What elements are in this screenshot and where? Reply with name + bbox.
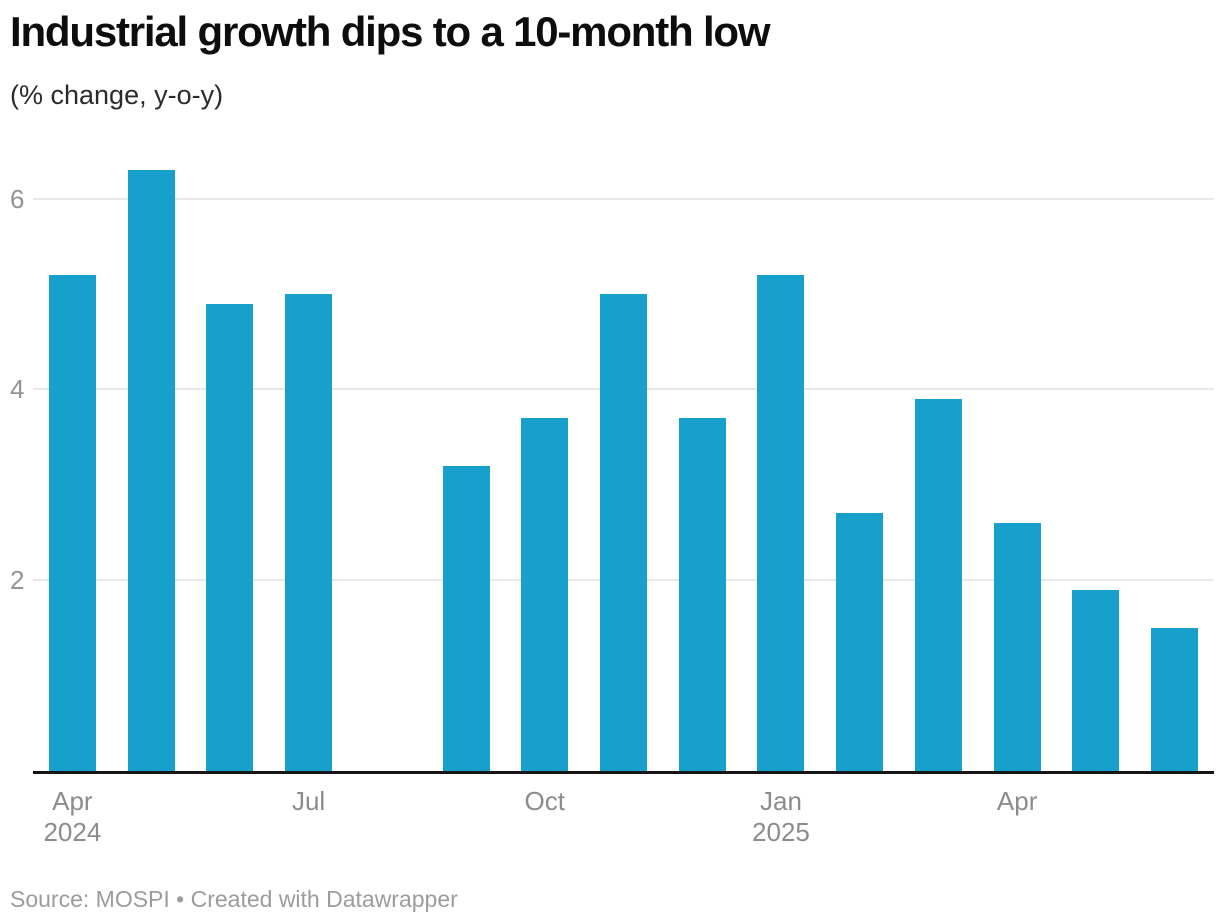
bar-mar-2025 — [915, 399, 962, 771]
source-line: Source: MOSPI • Created with Datawrapper — [10, 886, 458, 912]
bar-apr-2025 — [994, 523, 1041, 771]
x-axis-tick-label: Oct — [465, 786, 625, 817]
bar-may-2025 — [1072, 590, 1119, 771]
x-tick-year: 2025 — [752, 817, 810, 847]
x-axis-tick-label: Apr 2024 — [0, 786, 152, 848]
bar-feb-2025 — [836, 513, 883, 771]
x-tick-month: Jul — [291, 786, 326, 816]
bar-oct-2024 — [521, 418, 568, 771]
chart-subtitle: (% change, y-o-y) — [10, 80, 224, 110]
x-tick-month: Oct — [524, 786, 565, 816]
x-axis-tick-label: Jan 2025 — [701, 786, 861, 848]
bar-nov-2024 — [600, 294, 647, 771]
y-axis-tick-label: 2 — [10, 565, 25, 596]
chart-title: Industrial growth dips to a 10-month low — [10, 8, 771, 55]
x-tick-year: 2024 — [43, 817, 102, 847]
bar-jan-2025 — [757, 275, 804, 771]
x-axis-baseline — [33, 771, 1214, 774]
bar-jun-2024 — [206, 304, 253, 771]
bar-sep-2024 — [443, 466, 490, 771]
bar-dec-2024 — [679, 418, 726, 771]
bar-jun-2025 — [1151, 628, 1198, 771]
x-tick-month: Apr — [52, 786, 93, 816]
y-axis-tick-label: 4 — [10, 374, 25, 405]
gridline-6 — [33, 197, 1214, 200]
x-axis-tick-label: Apr — [937, 786, 1097, 817]
bar-may-2024 — [128, 170, 175, 771]
bar-jul-2024 — [285, 294, 332, 771]
x-tick-month: Jan — [759, 786, 802, 816]
x-axis-tick-label: Jul — [229, 786, 389, 817]
y-axis-tick-label: 6 — [10, 183, 25, 214]
bar-apr-2024 — [49, 275, 96, 771]
x-tick-month: Apr — [996, 786, 1038, 816]
